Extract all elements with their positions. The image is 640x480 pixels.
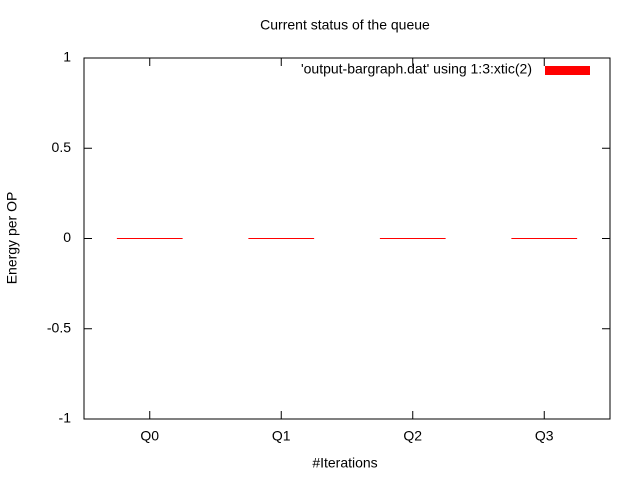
x-tick-label: Q0 [140, 427, 159, 443]
y-axis-ticks: -1 -0.5 0 0.5 1 [47, 49, 610, 426]
y-axis-label: Energy per OP [4, 192, 20, 285]
legend-swatch [545, 66, 590, 75]
legend-label: 'output-bargraph.dat' using 1:3:xtic(2) [301, 61, 532, 77]
y-tick-label: 1 [63, 49, 71, 65]
legend: 'output-bargraph.dat' using 1:3:xtic(2) [301, 61, 590, 77]
y-tick-label: -0.5 [47, 319, 71, 335]
x-tick-label: Q1 [272, 427, 291, 443]
y-tick-label: 0.5 [52, 139, 72, 155]
y-tick-label: -1 [59, 410, 72, 426]
x-axis-ticks: Q0 Q1 Q2 Q3 [140, 58, 554, 443]
x-axis-label: #Iterations [312, 455, 377, 471]
y-tick-label: 0 [63, 229, 71, 245]
x-tick-label: Q2 [403, 427, 422, 443]
x-tick-label: Q3 [535, 427, 554, 443]
chart-title: Current status of the queue [260, 17, 430, 33]
